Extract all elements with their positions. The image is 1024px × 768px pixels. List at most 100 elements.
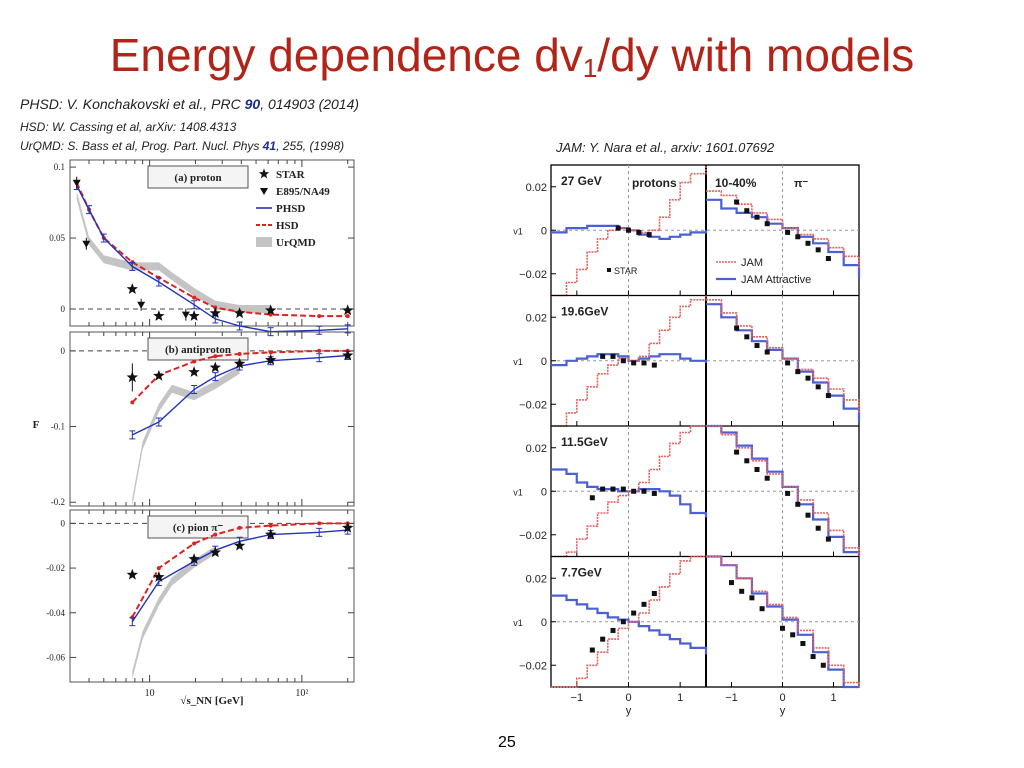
star-point <box>825 256 831 262</box>
star-point <box>729 580 734 586</box>
star-point <box>800 641 806 646</box>
hsd-point <box>317 314 322 319</box>
y-tick-label: 0.02 <box>526 573 547 585</box>
star-point <box>805 240 811 246</box>
star-point <box>631 360 637 366</box>
panel-title: (a) proton <box>174 172 221 184</box>
jam-panel-3: 0.02 0 −0.02 v1 11.5GeV <box>513 424 861 558</box>
jam-line <box>551 425 706 558</box>
star-point <box>651 362 657 368</box>
star-point <box>631 610 637 616</box>
jam-legend: STAR JAM JAM Attractive <box>607 257 811 286</box>
y-tick-label: -0.06 <box>46 652 65 662</box>
star-point <box>815 525 821 531</box>
star-point <box>153 310 165 321</box>
energy-label: 11.5GeV <box>561 435 608 449</box>
star-point <box>810 654 816 660</box>
panel-title-box <box>147 337 249 361</box>
star-point <box>734 199 740 205</box>
star-point <box>641 488 647 494</box>
e895-point <box>137 301 146 309</box>
y-tick-label: 0 <box>61 518 66 528</box>
star-point <box>744 208 750 214</box>
y-tick-label: −0.02 <box>519 269 547 281</box>
hsd-line <box>131 349 348 404</box>
y-tick-label: 0 <box>541 225 547 237</box>
urqmd-band <box>132 546 216 680</box>
star-point <box>265 304 277 316</box>
hsd-line <box>131 522 348 618</box>
panel-frame <box>69 509 355 683</box>
urqmd-band <box>132 365 240 507</box>
hsd-point <box>268 312 273 317</box>
x-axis-label: √s_NN [GeV] <box>180 695 243 707</box>
phsd-line <box>76 185 348 333</box>
star-point <box>815 384 821 390</box>
x-axis-label: y <box>780 705 786 717</box>
star-point <box>734 325 740 331</box>
y-tick-label: 0 <box>61 304 66 314</box>
hsd-point <box>192 295 197 300</box>
y-tick-label: 0 <box>541 356 547 368</box>
legend-label: PHSD <box>276 203 305 215</box>
e895-point <box>72 179 81 187</box>
panel-title-box <box>147 165 249 189</box>
star-point <box>233 539 246 551</box>
star-point <box>749 595 755 601</box>
star-point <box>646 232 652 238</box>
star-point <box>626 227 631 233</box>
star-point <box>126 283 138 294</box>
star-point <box>342 304 354 316</box>
y-tick-label: -0.02 <box>46 563 65 573</box>
x-tick-label: −1 <box>725 692 738 704</box>
phsd-line <box>131 529 348 623</box>
star-point <box>754 343 760 349</box>
panel-frame <box>69 331 355 507</box>
star-point <box>785 229 791 235</box>
legend-label: JAM Attractive <box>741 274 811 286</box>
hsd-point <box>213 354 218 359</box>
column-label: 10-40% <box>715 176 757 190</box>
star-point <box>764 349 770 355</box>
star-point <box>342 349 354 361</box>
legend-e895-symbol <box>260 188 268 195</box>
y-tick-label: 0 <box>61 346 66 356</box>
y-tick-label: 0.05 <box>49 233 65 243</box>
star-point <box>734 449 740 455</box>
star-point <box>815 247 821 253</box>
jam-attractive-line <box>706 424 861 557</box>
star-point <box>209 307 221 319</box>
hsd-line <box>75 182 348 318</box>
jam-line <box>706 190 860 270</box>
y-axis-label: F <box>33 419 40 431</box>
y-tick-label: -0.1 <box>51 422 65 432</box>
e895-point <box>82 240 91 248</box>
y-tick-label: -0.2 <box>51 497 65 507</box>
reference-urqmd: UrQMD: S. Bass et al, Prog. Part. Nucl. … <box>20 139 345 153</box>
column-label: π⁻ <box>794 178 808 190</box>
star-point <box>342 521 354 533</box>
x-tick-label: 1 <box>677 692 683 704</box>
star-point <box>209 361 221 373</box>
star-point <box>795 501 801 507</box>
jam-line <box>706 555 860 687</box>
legend-urqmd-symbol <box>256 237 272 247</box>
star-point <box>651 490 657 496</box>
star-point <box>754 467 760 472</box>
jam-line <box>551 555 706 688</box>
star-point <box>795 234 801 240</box>
jam-attractive-line <box>706 198 861 279</box>
y-tick-label: 0.1 <box>54 162 65 172</box>
star-point <box>780 625 785 631</box>
star-point <box>610 627 616 633</box>
y-tick-label: −0.02 <box>519 399 547 411</box>
hsd-point <box>156 566 161 571</box>
chart-panel-3: 0 -0.02 -0.04 -0.06 (c) pion π⁻ 10 10² <box>46 509 355 699</box>
star-point <box>631 488 637 494</box>
y-axis-label: v1 <box>513 357 523 367</box>
x-axis-label: y <box>626 705 632 717</box>
star-point <box>641 601 647 607</box>
legend-star-symbol <box>258 168 270 179</box>
star-point <box>233 357 246 369</box>
star-point <box>764 221 770 227</box>
